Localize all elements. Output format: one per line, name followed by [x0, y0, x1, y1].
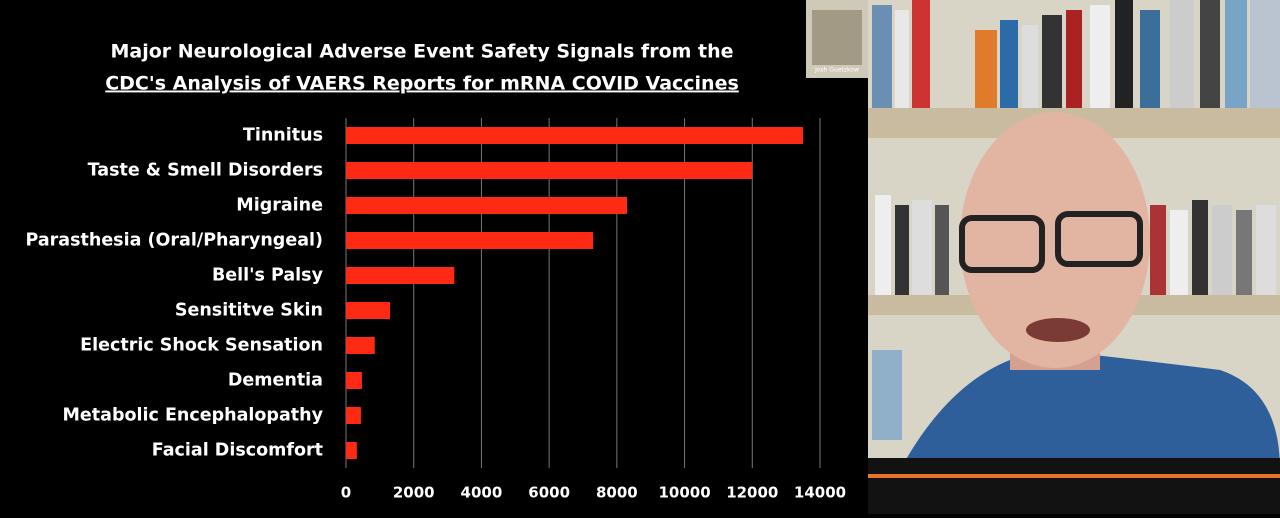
y-tick-label: Sensititve Skin	[175, 301, 323, 321]
y-tick-label: Migraine	[236, 196, 323, 216]
y-tick-label: Parasthesia (Oral/Pharyngeal)	[25, 231, 323, 251]
bar	[346, 127, 804, 144]
x-tick-label: 14000	[794, 484, 846, 502]
bar	[346, 407, 361, 424]
books	[872, 0, 1280, 440]
y-tick-label: Metabolic Encephalopathy	[62, 406, 323, 426]
x-tick-label: 8000	[596, 484, 638, 502]
bar	[346, 267, 455, 284]
participant-name: Josh Guetzkow	[814, 67, 859, 74]
video-feed	[868, 0, 1280, 514]
x-tick-label: 4000	[461, 484, 503, 502]
glasses	[959, 215, 1045, 273]
x-tick-label: 6000	[528, 484, 570, 502]
y-tick-label: Taste & Smell Disorders	[88, 161, 323, 181]
bar	[346, 372, 362, 389]
bar	[346, 302, 391, 319]
thumbnail-shelf	[812, 10, 862, 65]
x-tick-label: 12000	[726, 484, 778, 502]
slide-background	[0, 0, 868, 514]
bar	[346, 162, 753, 179]
chart-subtitle: CDC's Analysis of VAERS Reports for mRNA…	[105, 73, 739, 95]
bar	[346, 337, 375, 354]
y-tick-label: Tinnitus	[243, 126, 323, 146]
x-tick-label: 0	[341, 484, 351, 502]
mouth	[1026, 318, 1090, 342]
chart-title: Major Neurological Adverse Event Safety …	[110, 41, 733, 63]
y-tick-label: Facial Discomfort	[152, 441, 323, 461]
y-tick-label: Bell's Palsy	[212, 266, 324, 286]
y-tick-label: Dementia	[228, 371, 323, 391]
bar	[346, 442, 357, 459]
shirt	[900, 350, 1280, 470]
x-tick-label: 10000	[658, 484, 710, 502]
x-tick-label: 2000	[393, 484, 435, 502]
toolbar-accent	[868, 474, 1280, 478]
bar	[346, 197, 628, 214]
thumbnail: Josh Guetzkow	[806, 0, 868, 78]
y-tick-label: Electric Shock Sensation	[80, 336, 323, 356]
toolbar	[868, 458, 1280, 514]
glasses	[1055, 211, 1143, 267]
bar	[346, 232, 594, 249]
